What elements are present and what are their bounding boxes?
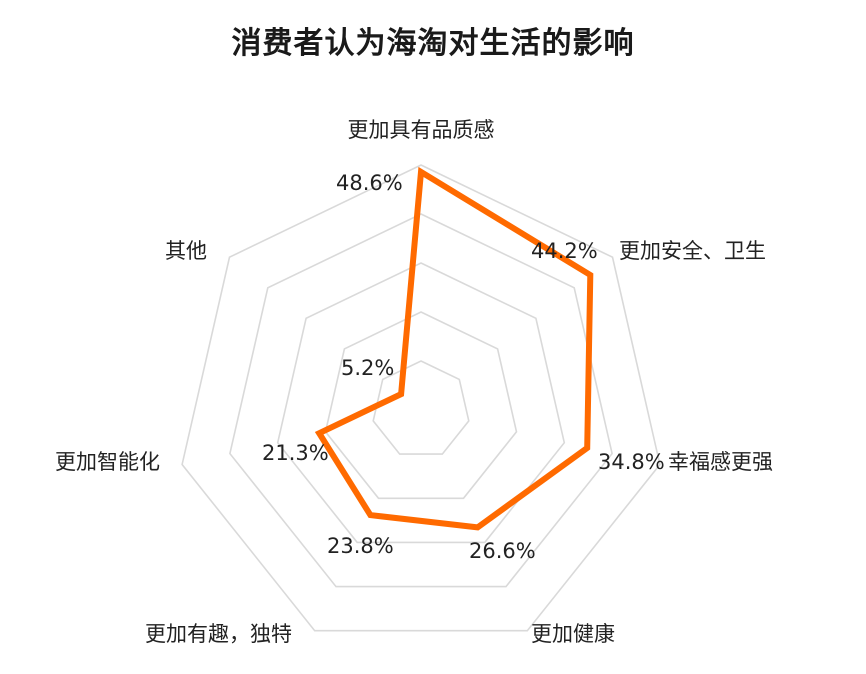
value-label: 34.8% [598,450,665,474]
axis-label: 更加安全、卫生 [619,239,766,263]
value-label: 5.2% [341,356,394,380]
radar-series [314,166,594,531]
value-label: 26.6% [469,539,536,563]
grid-ring [276,262,566,544]
axis-label: 其他 [165,239,207,263]
value-labels: 48.6% 44.2% 34.8% 26.6% 23.8% 21.3% 5.2% [262,171,665,563]
axis-label: 更加智能化 [55,450,160,474]
value-label: 48.6% [336,171,403,195]
axis-label: 更加健康 [531,622,615,646]
series-line [314,166,594,531]
value-label: 44.2% [531,239,598,263]
grid-ring [324,311,518,500]
grid-ring [181,164,661,632]
value-label: 21.3% [262,441,329,465]
axis-label: 幸福感更强 [668,450,773,474]
axis-label: 更加具有品质感 [348,118,495,142]
axis-label: 更加有趣，独特 [145,622,292,646]
grid-ring [372,360,470,455]
radar-grid [181,164,661,632]
value-label: 23.8% [327,534,394,558]
chart-title: 消费者认为海淘对生活的影响 [231,26,635,61]
grid-ring [229,213,613,588]
